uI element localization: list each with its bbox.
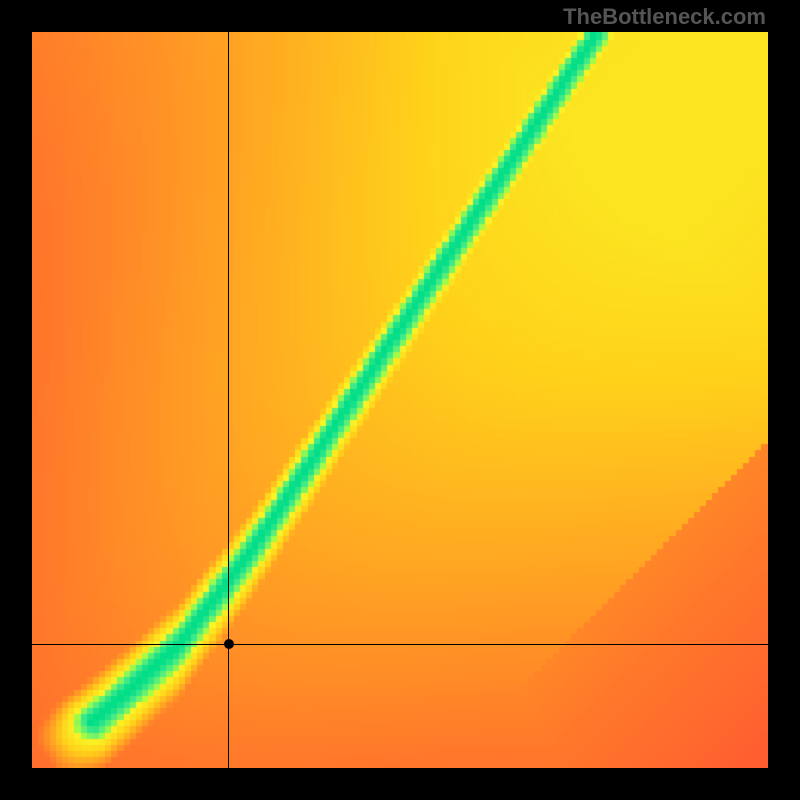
- heatmap-plot: [32, 32, 768, 768]
- crosshair-horizontal: [32, 644, 768, 645]
- crosshair-marker: [224, 639, 234, 649]
- watermark-text: TheBottleneck.com: [563, 4, 766, 30]
- heatmap-canvas: [32, 32, 768, 768]
- crosshair-vertical: [228, 32, 229, 768]
